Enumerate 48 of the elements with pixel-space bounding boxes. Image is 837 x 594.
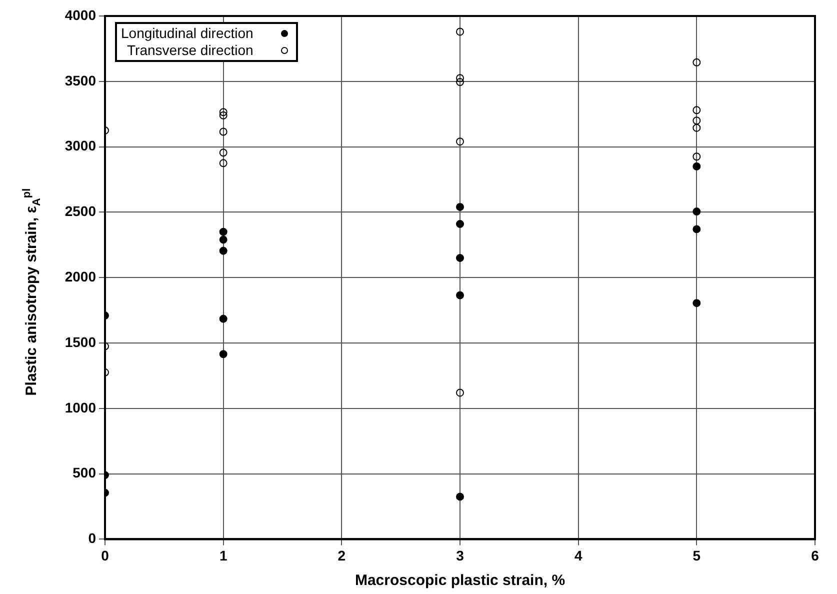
- point: [456, 202, 464, 211]
- point: [219, 246, 228, 255]
- legend-label: Longitudinal direction: [121, 25, 254, 42]
- x-tick-label: 2: [338, 547, 346, 564]
- point: [219, 350, 228, 358]
- point: [456, 291, 464, 300]
- point: [692, 225, 701, 234]
- point: [219, 314, 228, 323]
- x-tick-label: 6: [811, 547, 820, 564]
- y-tick-label: 4000: [64, 6, 96, 23]
- point: [692, 152, 701, 161]
- point: [692, 208, 701, 216]
- point: [219, 228, 228, 236]
- y-tick-label: 500: [72, 464, 96, 481]
- x-tick-label: 5: [692, 547, 701, 564]
- x-tick-label: 1: [219, 547, 228, 564]
- point: [456, 28, 464, 36]
- y-tick-label: 0: [88, 530, 96, 546]
- point: [456, 492, 464, 501]
- point: [456, 74, 464, 82]
- y-tick-label: 3500: [64, 72, 96, 88]
- x-tick-label: 3: [456, 547, 464, 564]
- point: [219, 108, 228, 116]
- point: [692, 58, 701, 66]
- point: [692, 162, 701, 170]
- point: [692, 116, 701, 125]
- point: [456, 254, 464, 262]
- point: [692, 299, 701, 308]
- y-tick-label: 2000: [64, 268, 96, 284]
- x-axis-title: Macroscopic plastic strain, %: [354, 572, 566, 590]
- point: [219, 111, 228, 120]
- y-tick-label: 1500: [64, 334, 96, 350]
- point: [456, 138, 464, 146]
- point: [219, 128, 228, 136]
- y-tick-label: 3000: [64, 138, 96, 154]
- y-tick-label: 1000: [64, 399, 96, 416]
- legend-label: Transverse direction: [127, 42, 254, 59]
- point: [456, 388, 464, 397]
- x-tick-label: 4: [574, 547, 582, 564]
- point: [219, 236, 228, 244]
- point: [456, 78, 464, 86]
- point: [219, 148, 228, 157]
- point: [692, 106, 701, 114]
- point: [219, 159, 228, 168]
- x-tick-label: 0: [101, 547, 110, 564]
- point: [456, 220, 464, 228]
- point: [692, 124, 701, 132]
- y-tick-label: 2500: [64, 203, 96, 220]
